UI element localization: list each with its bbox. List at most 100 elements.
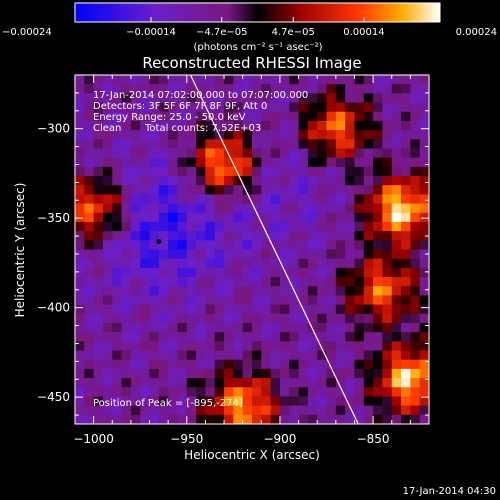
heatmap-pixel xyxy=(102,212,113,223)
heatmap-pixel xyxy=(289,332,300,342)
heatmap-pixel xyxy=(186,267,197,278)
heatmap-pixel xyxy=(307,322,318,333)
heatmap-pixel xyxy=(270,368,281,379)
heatmap-pixel xyxy=(177,75,188,85)
heatmap-pixel xyxy=(224,84,234,94)
heatmap-pixel xyxy=(419,111,429,122)
heatmap-pixel xyxy=(224,148,234,159)
heatmap-pixel xyxy=(307,258,318,269)
heatmap-pixel xyxy=(121,396,132,407)
heatmap-pixel xyxy=(168,139,179,150)
heatmap-pixel xyxy=(149,185,160,195)
heatmap-pixel xyxy=(391,277,402,287)
heatmap-pixel xyxy=(279,166,290,177)
heatmap-pixel xyxy=(130,240,141,251)
heatmap-pixel xyxy=(289,75,300,85)
heatmap-pixel xyxy=(279,240,290,251)
heatmap-pixel xyxy=(326,212,337,223)
heatmap-pixel xyxy=(382,258,393,269)
heatmap-pixel xyxy=(419,304,429,315)
heatmap-pixel xyxy=(121,212,132,223)
heatmap-pixel xyxy=(224,277,234,287)
heatmap-pixel xyxy=(75,414,85,424)
heatmap-pixel xyxy=(168,313,179,324)
heatmap-pixel xyxy=(140,240,151,251)
heatmap-pixel xyxy=(93,378,104,388)
heatmap-pixel xyxy=(242,405,253,416)
heatmap-pixel xyxy=(410,304,421,315)
heatmap-pixel xyxy=(112,341,123,352)
heatmap-pixel xyxy=(419,414,429,424)
heatmap-pixel xyxy=(410,157,421,168)
heatmap-pixel xyxy=(261,267,272,278)
heatmap-pixel xyxy=(326,84,337,94)
heatmap-pixel xyxy=(419,231,429,241)
heatmap-pixel xyxy=(401,231,411,241)
heatmap-pixel xyxy=(214,139,225,150)
heatmap-pixel xyxy=(401,111,411,122)
heatmap-pixel xyxy=(130,313,141,324)
heatmap-pixel xyxy=(363,240,374,251)
heatmap-pixel xyxy=(93,93,104,104)
heatmap-pixel xyxy=(233,359,244,370)
heatmap-pixel xyxy=(326,176,337,186)
heatmap-pixel xyxy=(373,304,384,315)
heatmap-pixel xyxy=(298,148,309,159)
heatmap-pixel xyxy=(140,341,151,352)
heatmap-pixel xyxy=(391,359,402,370)
heatmap-pixel xyxy=(130,221,141,232)
heatmap-pixel xyxy=(158,341,169,352)
heatmap-pixel xyxy=(317,84,328,94)
heatmap-pixel xyxy=(363,277,374,287)
heatmap-pixel xyxy=(307,387,318,398)
heatmap-pixel xyxy=(410,120,421,131)
heatmap-pixel xyxy=(93,240,104,251)
heatmap-pixel xyxy=(354,157,365,168)
heatmap-pixel xyxy=(410,405,421,416)
heatmap-pixel xyxy=(298,111,309,122)
axis-ticks xyxy=(74,74,430,424)
heatmap-pixel xyxy=(84,120,95,131)
heatmap-pixel xyxy=(401,267,411,278)
heatmap-pixel xyxy=(84,93,95,104)
heatmap-pixel xyxy=(252,166,262,177)
heatmap-pixel xyxy=(363,185,374,195)
heatmap-pixel xyxy=(252,93,262,104)
heatmap-pixel xyxy=(186,139,197,150)
heatmap-pixel xyxy=(93,120,104,131)
heatmap-pixel xyxy=(130,84,141,94)
heatmap-pixel xyxy=(140,368,151,379)
heatmap-pixel xyxy=(84,258,95,269)
heatmap-pixel xyxy=(410,176,421,186)
heatmap-pixel xyxy=(84,286,95,297)
heatmap-pixel xyxy=(196,341,207,352)
heatmap-pixel xyxy=(214,304,225,315)
heatmap-pixel xyxy=(373,267,384,278)
heatmap-pixel xyxy=(84,313,95,324)
heatmap-pixel xyxy=(112,277,123,287)
heatmap-pixel xyxy=(270,304,281,315)
heatmap-pixel xyxy=(93,341,104,352)
heatmap-pixel xyxy=(158,405,169,416)
heatmap-pixel xyxy=(140,258,151,269)
heatmap-pixel xyxy=(205,240,216,251)
heatmap-pixel xyxy=(84,102,95,113)
heatmap-pixel xyxy=(335,185,346,195)
heatmap-pixel xyxy=(252,148,262,159)
heatmap-pixel xyxy=(401,157,411,168)
heatmap-pixel xyxy=(261,93,272,104)
heatmap-pixel xyxy=(401,194,411,205)
heatmap-pixel xyxy=(112,203,123,214)
heatmap-pixel xyxy=(233,148,244,159)
heatmap-pixel xyxy=(168,322,179,333)
heatmap-pixel xyxy=(214,221,225,232)
heatmap-pixel xyxy=(242,267,253,278)
heatmap-pixel xyxy=(363,231,374,241)
heatmap-pixel xyxy=(75,378,85,388)
heatmap-pixel xyxy=(363,322,374,333)
heatmap-pixel xyxy=(326,304,337,315)
heatmap-pixel xyxy=(177,368,188,379)
heatmap-pixel xyxy=(410,387,421,398)
heatmap-pixel xyxy=(354,120,365,131)
heatmap-pixel xyxy=(214,148,225,159)
